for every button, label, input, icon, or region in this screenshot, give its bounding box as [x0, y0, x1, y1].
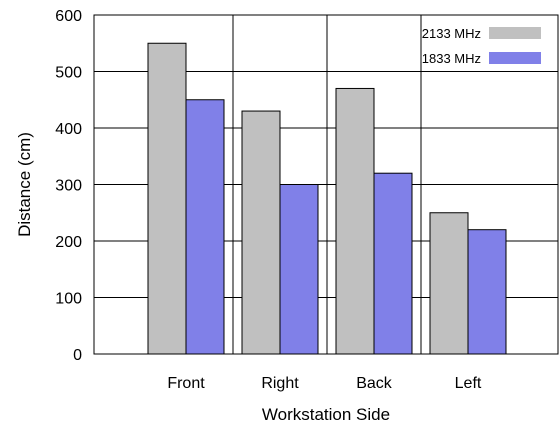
x-axis-ticks: Front Right Back Left — [167, 375, 482, 392]
y-tick-label: 300 — [55, 178, 82, 195]
y-tick-label: 500 — [55, 65, 82, 82]
bar-left-1 — [429, 212, 469, 355]
bar-left-2 — [467, 229, 507, 355]
legend-swatch — [489, 52, 541, 64]
y-axis-ticks: 0 100 200 300 400 500 600 — [55, 8, 82, 364]
y-tick-label: 400 — [55, 121, 82, 138]
x-tick-label: Front — [167, 375, 205, 392]
bars — [147, 42, 507, 355]
bar-back-2 — [373, 172, 413, 355]
y-tick-label: 600 — [55, 8, 82, 25]
y-tick-label: 200 — [55, 234, 82, 251]
legend: 2133 MHz 1833 MHz — [422, 26, 541, 66]
legend-label: 1833 MHz — [422, 51, 481, 66]
bar-front-2 — [185, 99, 225, 355]
plot-frame — [93, 14, 559, 355]
y-tick-label: 0 — [73, 347, 82, 364]
x-tick-label: Right — [261, 375, 299, 392]
bar-right-2 — [279, 184, 319, 355]
x-axis-label: Workstation Side — [262, 405, 390, 424]
x-tick-label: Back — [356, 375, 393, 392]
bar-front-1 — [147, 42, 187, 355]
legend-label: 2133 MHz — [422, 26, 481, 41]
y-axis-label: Distance (cm) — [15, 132, 34, 237]
bar-right-1 — [241, 110, 281, 355]
legend-swatch — [489, 27, 541, 39]
bar-back-1 — [335, 87, 375, 355]
y-tick-label: 100 — [55, 291, 82, 308]
x-tick-label: Left — [455, 375, 482, 392]
